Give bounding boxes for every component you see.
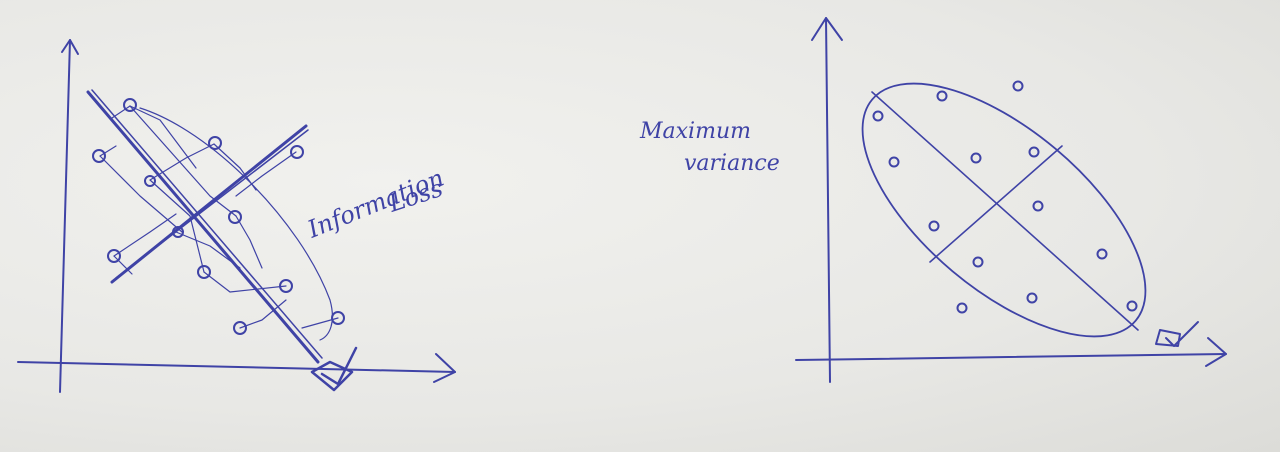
left-projection-lines [99, 105, 339, 329]
major-axis-line [871, 91, 1139, 331]
right-data-points [872, 80, 1138, 314]
left-figure: Information Loss [17, 39, 456, 393]
data-point [107, 249, 121, 263]
data-point [972, 256, 984, 268]
right-label-line2: variance [684, 151, 780, 176]
left-envelope [139, 107, 333, 341]
left-secondary-line [110, 124, 309, 284]
data-point [956, 302, 968, 314]
data-point [233, 321, 247, 335]
data-point [1126, 300, 1138, 312]
data-point [1012, 80, 1024, 92]
left-data-points [92, 98, 345, 335]
data-point [970, 152, 982, 164]
data-point [1028, 146, 1040, 158]
right-label-line1: Maximum [639, 119, 751, 144]
right-check-box-icon [1155, 321, 1199, 347]
data-point [92, 149, 106, 163]
data-point [872, 110, 884, 122]
data-point [290, 145, 304, 159]
right-axes [795, 17, 1227, 383]
left-axes [17, 39, 456, 393]
data-point [279, 279, 293, 293]
right-y-arrow-icon [811, 17, 843, 41]
left-principal-line [86, 89, 323, 364]
right-x-arrow-icon [1205, 337, 1227, 367]
data-point [197, 265, 211, 279]
data-point [1096, 248, 1108, 260]
right-figure: Maximum variance [639, 17, 1227, 383]
data-point [208, 136, 222, 150]
left-x-arrow-icon [433, 353, 456, 383]
left-y-axis [59, 39, 71, 393]
left-check-box-icon [310, 346, 358, 392]
variance-ellipse [861, 82, 1147, 338]
data-point [888, 156, 900, 168]
left-x-axis [17, 361, 456, 373]
minor-axis-line [929, 145, 1063, 263]
data-point [172, 226, 184, 238]
right-x-axis [795, 353, 1227, 361]
data-point [1032, 200, 1044, 212]
data-point [1026, 292, 1038, 304]
data-point [936, 90, 948, 102]
data-point [123, 98, 137, 112]
right-y-axis [825, 17, 831, 383]
data-point [144, 175, 156, 187]
data-point [928, 220, 940, 232]
left-y-arrow-icon [61, 39, 79, 55]
data-point [331, 311, 345, 325]
data-point [228, 210, 242, 224]
